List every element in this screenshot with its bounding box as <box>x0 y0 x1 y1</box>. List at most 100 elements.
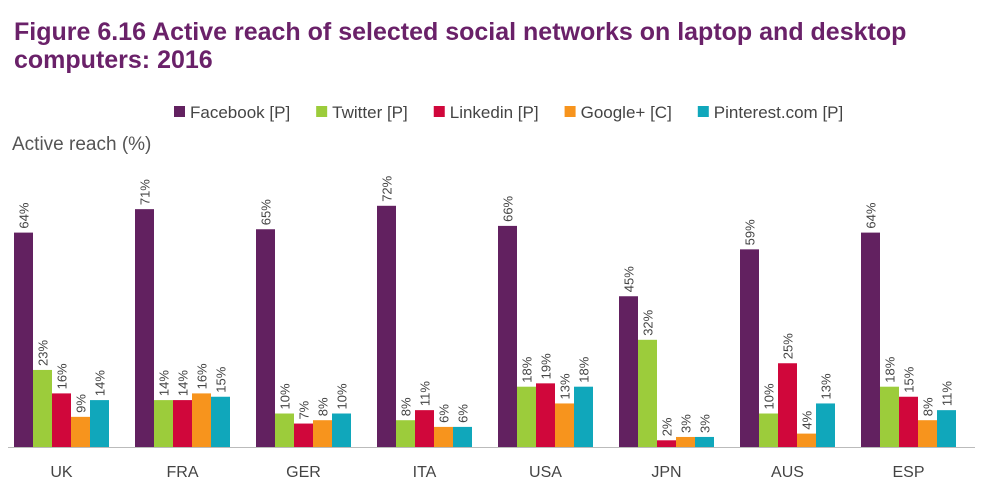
data-label-aus-linkedin-p: 25% <box>781 333 796 359</box>
bar-ita-facebook-p <box>377 205 396 447</box>
data-label-fra-pinterest-com-p: 15% <box>214 366 229 392</box>
data-label-jpn-linkedin-p: 2% <box>660 417 675 436</box>
bar-esp-facebook-p <box>861 232 880 447</box>
bar-esp-twitter-p <box>880 386 899 447</box>
data-label-jpn-twitter-p: 32% <box>641 309 656 335</box>
data-label-ita-twitter-p: 8% <box>399 397 414 416</box>
legend-swatch-pinterest-com-p <box>697 106 709 117</box>
bar-usa-linkedin-p <box>536 383 555 447</box>
bar-usa-google-c <box>555 403 574 447</box>
data-label-esp-google-c: 8% <box>921 397 936 416</box>
x-tick-label-ita: ITA <box>413 464 437 481</box>
data-label-esp-twitter-p: 18% <box>883 356 898 382</box>
y-axis-label: Active reach (%) <box>12 134 152 155</box>
legend-label-pinterest-com-p: Pinterest.com [P] <box>714 103 843 122</box>
bar-ita-google-c <box>434 426 453 447</box>
bar-ger-facebook-p <box>256 229 275 447</box>
data-label-esp-facebook-p: 64% <box>864 202 879 228</box>
data-label-uk-facebook-p: 64% <box>17 202 32 228</box>
data-label-usa-google-c: 13% <box>558 373 573 399</box>
legend-swatch-twitter-p <box>316 106 328 117</box>
data-label-ita-facebook-p: 72% <box>380 175 395 201</box>
legend-label-google-c: Google+ [C] <box>581 103 672 122</box>
bar-aus-pinterest-com-p <box>816 403 835 447</box>
data-label-ger-twitter-p: 10% <box>278 383 293 409</box>
data-label-ger-pinterest-com-p: 10% <box>335 383 350 409</box>
bar-ita-linkedin-p <box>415 410 434 447</box>
bar-ger-twitter-p <box>275 413 294 447</box>
data-label-usa-twitter-p: 18% <box>520 356 535 382</box>
data-label-fra-facebook-p: 71% <box>138 179 153 205</box>
legend-label-linkedin-p: Linkedin [P] <box>450 103 539 122</box>
data-label-aus-facebook-p: 59% <box>743 219 758 245</box>
x-tick-label-fra: FRA <box>167 464 199 481</box>
data-label-usa-facebook-p: 66% <box>501 195 516 221</box>
x-tick-label-ger: GER <box>286 464 321 481</box>
data-label-ger-facebook-p: 65% <box>259 199 274 225</box>
bar-usa-facebook-p <box>498 225 517 447</box>
x-tick-label-jpn: JPN <box>651 464 681 481</box>
x-tick-label-esp: ESP <box>892 464 924 481</box>
bar-uk-linkedin-p <box>52 393 71 447</box>
data-label-ita-linkedin-p: 11% <box>418 381 433 406</box>
data-label-fra-google-c: 16% <box>195 363 210 389</box>
bar-ger-linkedin-p <box>294 423 313 447</box>
data-label-uk-pinterest-com-p: 14% <box>93 370 108 396</box>
data-label-usa-linkedin-p: 19% <box>539 353 554 379</box>
bar-fra-pinterest-com-p <box>211 396 230 447</box>
bar-usa-twitter-p <box>517 386 536 447</box>
bar-uk-pinterest-com-p <box>90 400 109 447</box>
bar-esp-linkedin-p <box>899 396 918 447</box>
bar-uk-twitter-p <box>33 369 52 447</box>
data-label-jpn-google-c: 3% <box>679 414 694 433</box>
data-label-ita-pinterest-com-p: 6% <box>456 404 471 423</box>
bar-jpn-google-c <box>676 436 695 447</box>
bar-ita-pinterest-com-p <box>453 426 472 447</box>
legend-label-twitter-p: Twitter [P] <box>332 103 408 122</box>
bar-jpn-facebook-p <box>619 296 638 447</box>
bar-jpn-twitter-p <box>638 339 657 447</box>
bar-aus-twitter-p <box>759 413 778 447</box>
legend-label-facebook-p: Facebook [P] <box>190 103 290 122</box>
data-label-ger-google-c: 8% <box>316 397 331 416</box>
data-label-uk-google-c: 9% <box>74 394 89 413</box>
legend-swatch-facebook-p <box>174 106 185 117</box>
x-tick-label-aus: AUS <box>771 464 804 481</box>
bar-esp-pinterest-com-p <box>937 410 956 447</box>
x-tick-label-usa: USA <box>529 464 562 481</box>
data-label-aus-pinterest-com-p: 13% <box>819 373 834 399</box>
bar-usa-pinterest-com-p <box>574 386 593 447</box>
data-label-ger-linkedin-p: 7% <box>297 400 312 419</box>
data-label-fra-linkedin-p: 14% <box>176 370 191 396</box>
data-label-uk-twitter-p: 23% <box>36 339 51 365</box>
data-label-fra-twitter-p: 14% <box>157 370 172 396</box>
data-label-jpn-facebook-p: 45% <box>622 266 637 292</box>
data-label-usa-pinterest-com-p: 18% <box>577 356 592 382</box>
data-label-ita-google-c: 6% <box>437 404 452 423</box>
legend: Facebook [P] Twitter [P] Linkedin [P] Googl… <box>0 100 992 124</box>
bar-fra-facebook-p <box>135 209 154 447</box>
legend-swatch-google-c <box>564 106 576 117</box>
bar-aus-google-c <box>797 433 816 447</box>
data-label-aus-twitter-p: 10% <box>762 383 777 409</box>
bar-ita-twitter-p <box>396 420 415 447</box>
bar-jpn-linkedin-p <box>657 440 676 447</box>
bar-uk-facebook-p <box>14 232 33 447</box>
bar-fra-google-c <box>192 393 211 447</box>
bar-ger-google-c <box>313 420 332 447</box>
bar-uk-google-c <box>71 416 90 447</box>
legend-items: Facebook [P] Twitter [P] Linkedin [P] Googl… <box>174 103 843 122</box>
bar-ger-pinterest-com-p <box>332 413 351 447</box>
data-label-aus-google-c: 4% <box>800 410 815 429</box>
bar-esp-google-c <box>918 420 937 447</box>
data-label-esp-pinterest-com-p: 11% <box>940 381 955 406</box>
data-label-jpn-pinterest-com-p: 3% <box>698 414 713 433</box>
bar-fra-linkedin-p <box>173 400 192 447</box>
bar-aus-linkedin-p <box>778 363 797 447</box>
bar-jpn-pinterest-com-p <box>695 436 714 447</box>
data-label-esp-linkedin-p: 15% <box>902 366 917 392</box>
legend-swatch-linkedin-p <box>433 106 445 117</box>
bar-fra-twitter-p <box>154 400 173 447</box>
bar-aus-facebook-p <box>740 249 759 447</box>
